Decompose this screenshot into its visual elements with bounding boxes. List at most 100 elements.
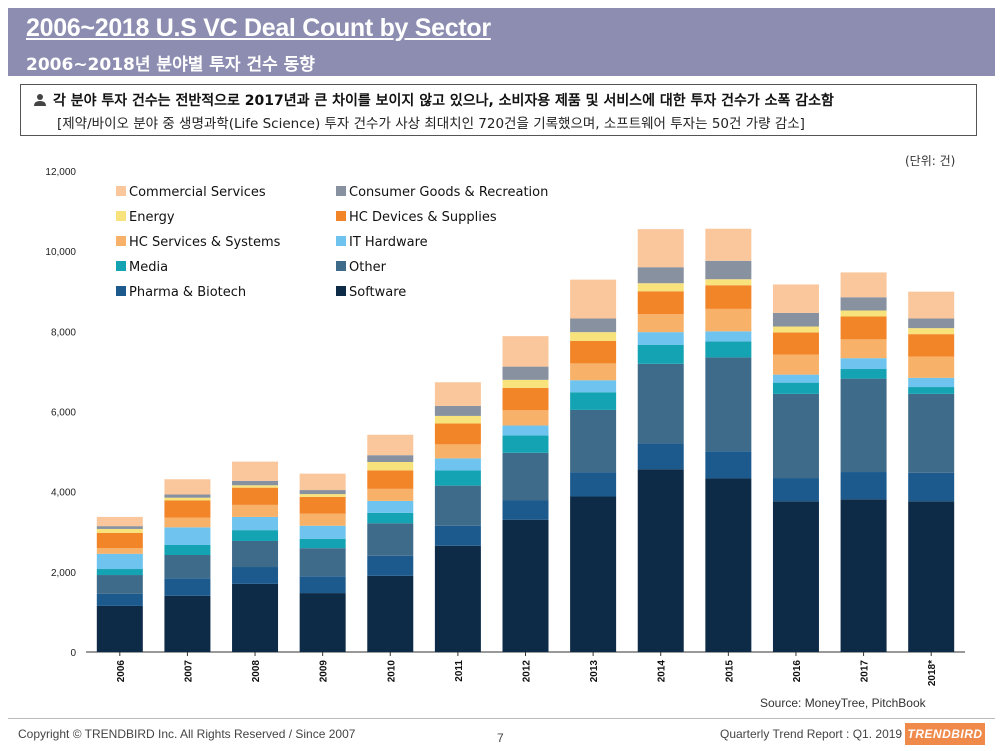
bar-segment xyxy=(502,410,549,426)
x-tick-label: 2008 xyxy=(251,660,262,683)
bar-segment xyxy=(299,494,346,497)
bar-segment xyxy=(96,526,143,529)
bar-segment xyxy=(367,575,414,652)
bar-segment xyxy=(164,517,211,528)
bar-segment xyxy=(772,284,819,313)
y-tick-label: 6,000 xyxy=(51,408,76,419)
x-tick-label: 2006 xyxy=(116,660,127,683)
bar-segment xyxy=(299,496,346,514)
bar-segment xyxy=(502,452,549,501)
bar-segment xyxy=(908,318,955,329)
bar-segment xyxy=(705,451,752,479)
bar-segment xyxy=(164,595,211,652)
bar-segment xyxy=(299,473,346,491)
x-tick-label: 2007 xyxy=(183,660,194,683)
legend-label: Software xyxy=(349,285,406,300)
bar-segment xyxy=(772,382,819,394)
x-tick-label: 2013 xyxy=(589,660,600,683)
bar-segment xyxy=(502,336,549,367)
bar-segment xyxy=(570,363,617,381)
bar-segment xyxy=(232,530,279,541)
bar-segment xyxy=(96,528,143,533)
bar-segment xyxy=(637,344,684,364)
legend-swatch xyxy=(336,236,346,246)
bar-segment xyxy=(908,356,955,378)
bar-segment xyxy=(570,496,617,652)
bar-segment xyxy=(908,328,955,335)
legend-swatch xyxy=(116,261,126,271)
bar-segment xyxy=(840,310,887,317)
bar-segment xyxy=(434,423,481,445)
bar-segment xyxy=(772,393,819,479)
x-tick-label: 2011 xyxy=(454,660,465,682)
summary-box: 각 분야 투자 건수는 전반적으로 2017년과 큰 차이를 보이지 않고 있으… xyxy=(20,84,977,136)
y-tick-label: 8,000 xyxy=(51,327,76,338)
legend-label: IT Hardware xyxy=(349,235,428,250)
bar-segment xyxy=(637,363,684,444)
bar-segment xyxy=(637,314,684,333)
person-icon xyxy=(34,94,46,106)
bar-segment xyxy=(570,279,617,319)
x-tick-label: 2014 xyxy=(657,660,668,683)
x-tick-label: 2016 xyxy=(792,660,803,683)
brand-logo: TRENDBIRD xyxy=(905,723,985,745)
bar-segment xyxy=(502,366,549,380)
bar-segment xyxy=(840,339,887,359)
bar-segment xyxy=(164,554,211,579)
bar-segment xyxy=(705,285,752,309)
bar-segment xyxy=(164,544,211,555)
bar-segment xyxy=(434,485,481,526)
bar-segment xyxy=(908,393,955,473)
footer-report-name: Quarterly Trend Report : Q1. 2019 xyxy=(720,727,903,741)
bar-segment xyxy=(434,525,481,546)
summary-headline: 각 분야 투자 건수는 전반적으로 2017년과 큰 차이를 보이지 않고 있으… xyxy=(53,93,834,109)
bar-segment xyxy=(637,291,684,315)
bar-segment xyxy=(772,354,819,375)
bar-segment xyxy=(367,500,414,513)
bar-segment xyxy=(570,318,617,333)
page-title: 2006~2018 U.S VC Deal Count by Sector xyxy=(26,14,491,42)
bar-segment xyxy=(434,382,481,406)
bar-segment xyxy=(164,497,211,501)
bar-segment xyxy=(96,593,143,606)
bar-segment xyxy=(367,555,414,576)
x-tick-label: 2017 xyxy=(860,660,871,683)
bar-segment xyxy=(164,479,211,495)
bar-segment xyxy=(367,488,414,501)
bar-segment xyxy=(232,540,279,568)
bar-segment xyxy=(908,472,955,502)
y-tick-label: 10,000 xyxy=(45,247,76,258)
bar-segment xyxy=(908,501,955,652)
y-tick-label: 12,000 xyxy=(45,167,76,178)
bar-segment xyxy=(502,435,549,453)
bar-segment xyxy=(637,332,684,345)
bar-segment xyxy=(637,443,684,470)
bar-segment xyxy=(299,490,346,495)
bar-segment xyxy=(840,499,887,652)
bar-segment xyxy=(840,272,887,298)
bar-segment xyxy=(434,415,481,424)
page-number: 7 xyxy=(497,731,504,745)
bar-segment xyxy=(908,377,955,388)
bar-segment xyxy=(299,525,346,539)
footer-divider xyxy=(8,718,995,719)
bar-segment xyxy=(840,316,887,340)
footer-copyright: Copyright © TRENDBIRD Inc. All Rights Re… xyxy=(18,727,356,741)
bar-segment xyxy=(434,405,481,416)
bar-segment xyxy=(840,369,887,379)
bar-segment xyxy=(502,425,549,436)
bar-segment xyxy=(840,297,887,311)
bar-segment xyxy=(637,229,684,268)
bar-segment xyxy=(367,470,414,489)
x-tick-label: 2009 xyxy=(319,660,330,683)
bar-segment xyxy=(96,575,143,594)
bar-segment xyxy=(570,409,617,473)
bar-segment xyxy=(434,458,481,471)
bar-segment xyxy=(502,387,549,411)
bar-segment xyxy=(367,462,414,471)
title-banner: 2006~2018 U.S VC Deal Count by Sector 20… xyxy=(8,8,995,76)
bar-segment xyxy=(840,472,887,500)
legend-swatch xyxy=(116,186,126,196)
bar-segment xyxy=(502,519,549,652)
legend-label: Pharma & Biotech xyxy=(129,285,246,300)
